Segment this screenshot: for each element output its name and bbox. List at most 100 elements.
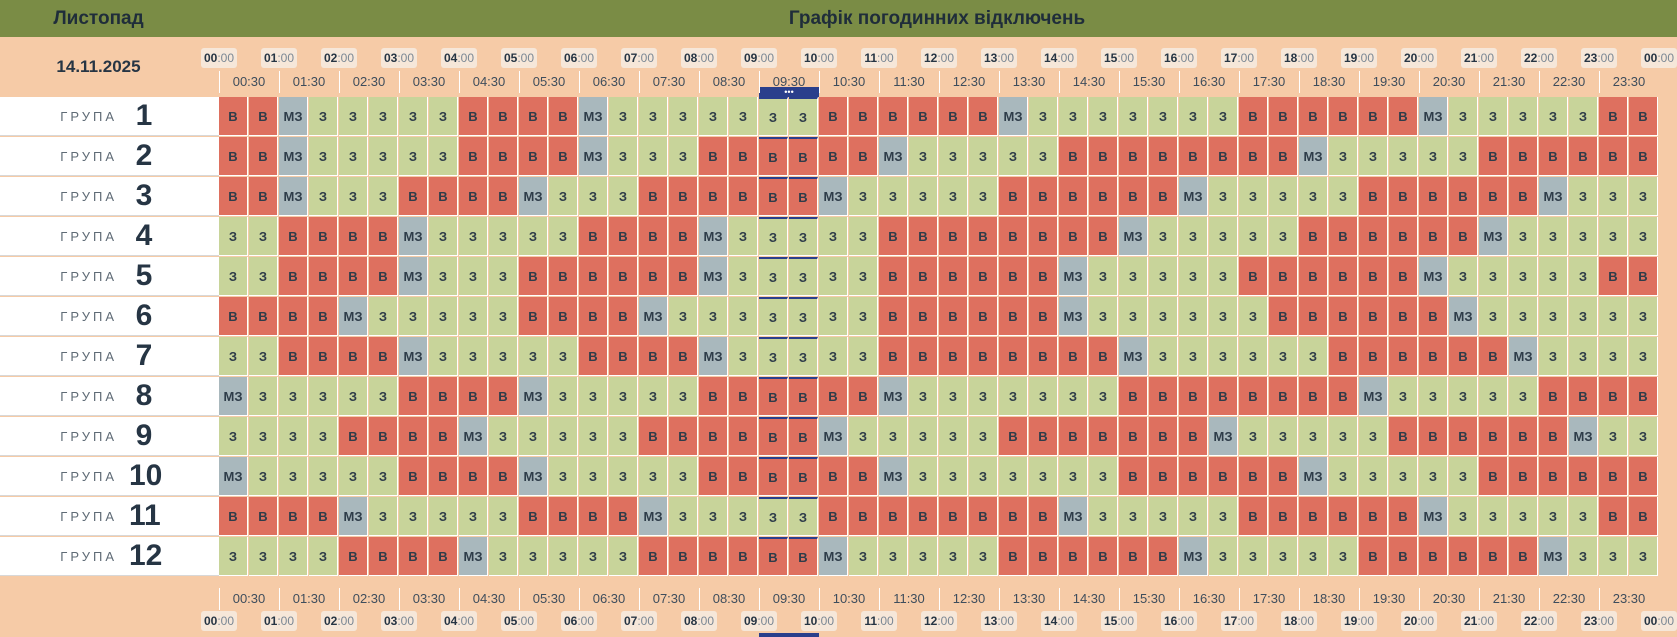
slot-on: З (609, 137, 638, 176)
current-time-marker-bottom (759, 633, 819, 637)
slot-off: В (1389, 257, 1418, 296)
group-number: 7 (135, 339, 153, 372)
slot-off: В (489, 457, 518, 496)
hour-tick (1239, 71, 1240, 93)
slot-on: З (1629, 297, 1658, 336)
slot-off: В (669, 537, 698, 576)
top-hour-label: 12:00 (921, 48, 957, 68)
slot-on: З (1179, 257, 1208, 296)
slot-on: З (1179, 297, 1208, 336)
slot-on: З (909, 377, 938, 416)
slot-off: В (1419, 337, 1448, 376)
bottom-hour-label: 00:00 (201, 611, 237, 631)
slot-off: В (909, 297, 938, 336)
slot-off: В (549, 137, 578, 176)
schedule-title: Графік погодинних відключень (197, 0, 1677, 37)
top-half-hour-label: 17:30 (1252, 74, 1286, 89)
slot-on: З (759, 217, 788, 256)
slot-off: В (369, 257, 398, 296)
hour-tick (1479, 588, 1480, 610)
top-hour-label: 21:00 (1461, 48, 1497, 68)
top-half-hour-label: 23:30 (1612, 74, 1646, 89)
slot-on: З (729, 217, 758, 256)
slot-off: В (1599, 97, 1628, 136)
slot-off: В (309, 217, 338, 256)
bottom-hour-label: 06:00 (561, 611, 597, 631)
slot-maybe-off: МЗ (399, 257, 428, 296)
hour-tick (639, 588, 640, 610)
slot-on: З (1539, 297, 1568, 336)
bottom-half-hour-label: 07:30 (652, 591, 686, 606)
slot-on: З (579, 417, 608, 456)
slot-off: В (729, 537, 758, 576)
top-hour-label: 18:00 (1281, 48, 1317, 68)
slot-off: В (1239, 497, 1268, 536)
slot-off: В (849, 137, 878, 176)
slot-maybe-off: МЗ (879, 457, 908, 496)
slot-on: З (429, 97, 458, 136)
slot-on: З (1539, 97, 1568, 136)
bottom-hour-label: 18:00 (1281, 611, 1317, 631)
slot-off: В (939, 297, 968, 336)
slot-on: З (789, 297, 818, 336)
bottom-hour-label: 15:00 (1101, 611, 1137, 631)
hour-tick (1239, 588, 1240, 610)
top-hour-label: 13:00 (981, 48, 1017, 68)
hour-tick (759, 71, 760, 93)
slot-off: В (1629, 457, 1658, 496)
slot-off: В (369, 337, 398, 376)
group-word: ГРУПА (60, 308, 117, 324)
slot-off: В (759, 417, 788, 456)
slot-on: З (699, 297, 728, 336)
slot-on: З (1269, 337, 1298, 376)
slot-off: В (1059, 217, 1088, 256)
slot-on: З (609, 417, 638, 456)
group-label: ГРУПА 12 (0, 537, 219, 576)
hour-tick (1599, 588, 1600, 610)
bottom-hour-label: 00:00 (1641, 611, 1677, 631)
top-half-hour-label: 06:30 (592, 74, 626, 89)
slot-on: З (1209, 537, 1238, 576)
slot-off: В (1599, 497, 1628, 536)
slot-off: В (549, 297, 578, 336)
slot-off: В (1059, 177, 1088, 216)
slot-off: В (1329, 297, 1358, 336)
slot-maybe-off: МЗ (279, 97, 308, 136)
bottom-half-hour-label: 00:30 (232, 591, 266, 606)
slot-off: В (1629, 137, 1658, 176)
slot-off: В (639, 417, 668, 456)
slot-off: В (759, 137, 788, 176)
slot-on: З (1509, 217, 1538, 256)
slot-off: В (1359, 217, 1388, 256)
slot-off: В (609, 297, 638, 336)
group-word: ГРУПА (60, 188, 117, 204)
slot-on: З (429, 217, 458, 256)
slot-on: З (669, 497, 698, 536)
hour-tick (339, 588, 340, 610)
slot-on: З (1179, 217, 1208, 256)
hour-tick (699, 71, 700, 93)
bottom-hour-label: 01:00 (261, 611, 297, 631)
slot-on: З (1059, 97, 1088, 136)
slot-on: З (339, 177, 368, 216)
slot-off: В (969, 497, 998, 536)
slot-off: В (909, 97, 938, 136)
slot-off: В (1119, 177, 1148, 216)
slot-on: З (969, 137, 998, 176)
slot-off: В (759, 177, 788, 216)
slot-on: З (939, 177, 968, 216)
top-hour-label: 15:00 (1101, 48, 1137, 68)
slot-off: В (1209, 137, 1238, 176)
slot-on: З (369, 497, 398, 536)
bottom-half-hour-label: 10:30 (832, 591, 866, 606)
slot-on: З (729, 337, 758, 376)
slot-on: З (1149, 97, 1178, 136)
top-half-hour-label: 13:30 (1012, 74, 1046, 89)
slot-on: З (669, 377, 698, 416)
slot-off: В (639, 537, 668, 576)
slot-off: В (279, 497, 308, 536)
slot-off: В (1359, 177, 1388, 216)
slot-on: З (1239, 337, 1268, 376)
slot-on: З (1119, 97, 1148, 136)
hour-tick (1059, 71, 1060, 93)
